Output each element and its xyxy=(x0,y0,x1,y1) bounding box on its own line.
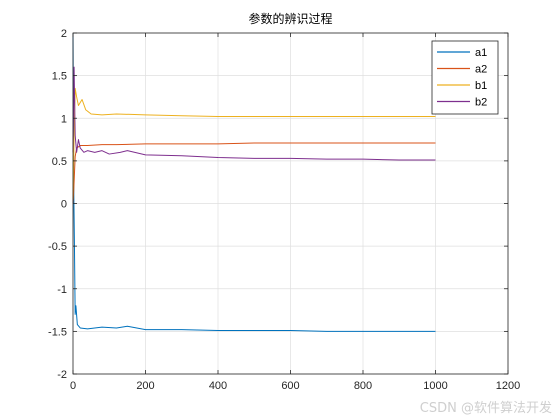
x-tick-label: 0 xyxy=(70,380,76,392)
y-tick-label: 1.5 xyxy=(52,71,67,83)
y-tick-label: 0.5 xyxy=(52,156,67,168)
y-tick-label: 0 xyxy=(61,199,67,211)
x-tick-label: 1000 xyxy=(423,380,447,392)
x-tick-label: 200 xyxy=(136,380,154,392)
y-tick-label: -1.5 xyxy=(48,326,67,338)
legend-label-b1: b1 xyxy=(475,80,487,92)
x-tick-label: 800 xyxy=(354,380,372,392)
legend-label-b2: b2 xyxy=(475,97,487,109)
y-tick-label: 1 xyxy=(61,113,67,125)
watermark-text: CSDN @软件算法开发 xyxy=(420,400,552,416)
x-tick-label: 400 xyxy=(209,380,227,392)
y-tick-label: -1 xyxy=(57,284,67,296)
x-tick-label: 600 xyxy=(281,380,299,392)
legend-label-a1: a1 xyxy=(475,47,487,59)
series-line-b2 xyxy=(72,66,436,161)
chart-title: 参数的辨识过程 xyxy=(248,11,332,26)
legend-label-a2: a2 xyxy=(475,64,487,76)
series-line-a1 xyxy=(72,32,436,332)
y-tick-label: 2 xyxy=(61,28,67,40)
series-layer xyxy=(72,32,436,332)
y-tick-label: -0.5 xyxy=(48,241,67,253)
series-line-a2 xyxy=(72,142,436,204)
series-line-b1 xyxy=(72,87,436,200)
legend: a1 a2 b1 b2 xyxy=(431,40,499,115)
y-tick-label: -2 xyxy=(57,369,67,381)
ticks: 0 200 400 600 800 1000 1200 -2 -1.5 -1 -0.5 0 0.5 1 1.… xyxy=(48,28,520,392)
x-tick-label: 1200 xyxy=(496,380,520,392)
